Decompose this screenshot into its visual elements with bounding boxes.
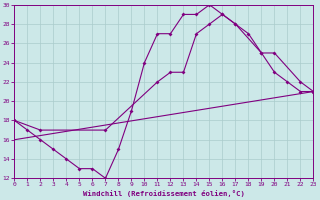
X-axis label: Windchill (Refroidissement éolien,°C): Windchill (Refroidissement éolien,°C) xyxy=(83,190,245,197)
